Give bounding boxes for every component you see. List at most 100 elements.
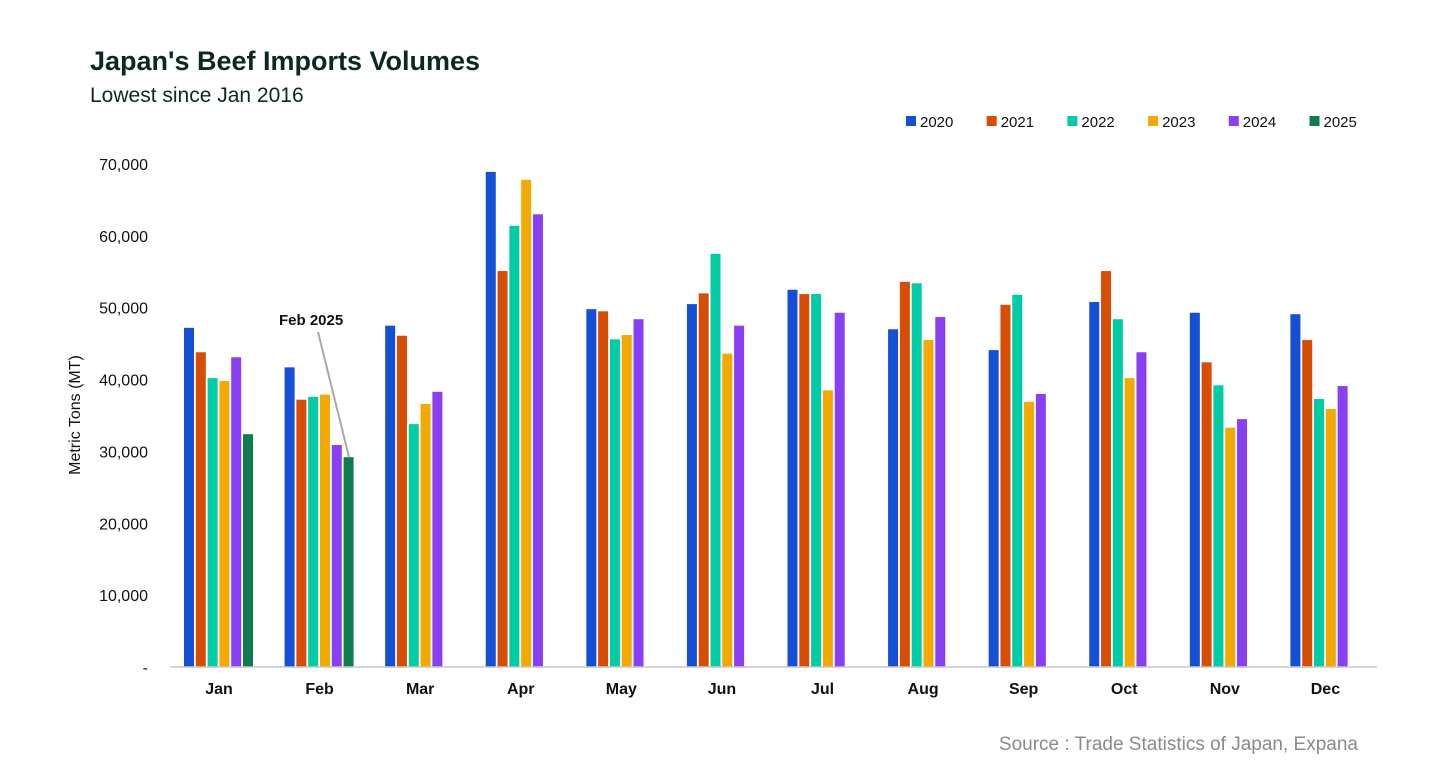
bar-dec-2022 [1314, 398, 1325, 667]
bar-aug-2022 [911, 283, 922, 667]
x-tick-label: Jun [708, 681, 736, 698]
bar-jun-2020 [686, 304, 697, 667]
legend-swatch [906, 116, 916, 126]
bar-dec-2020 [1290, 314, 1301, 667]
bar-aug-2021 [899, 281, 910, 667]
bar-jun-2022 [710, 253, 721, 668]
bar-nov-2020 [1189, 312, 1200, 667]
bar-apr-2024 [532, 214, 543, 668]
x-tick-label: Mar [406, 681, 434, 698]
bar-oct-2021 [1101, 271, 1112, 667]
bar-apr-2023 [521, 179, 532, 667]
y-tick-label: 50,000 [99, 301, 148, 318]
bar-jan-2023 [219, 381, 230, 667]
legend-label: 2023 [1162, 114, 1195, 131]
bar-jun-2023 [722, 353, 733, 667]
bar-feb-2022 [308, 396, 319, 667]
legend-label: 2024 [1243, 114, 1276, 131]
bar-feb-2021 [296, 399, 307, 667]
bar-sep-2020 [988, 350, 999, 667]
x-tick-label: Aug [908, 681, 939, 698]
bar-sep-2022 [1012, 294, 1023, 667]
x-tick-label: Oct [1111, 681, 1138, 698]
legend: 2020 2021 2022 2023 2024 2025 [906, 114, 1357, 131]
bar-oct-2024 [1136, 352, 1147, 667]
bar-may-2024 [633, 319, 644, 667]
legend-swatch [1228, 116, 1239, 126]
bar-jan-2025 [243, 434, 253, 667]
bar-may-2021 [598, 311, 609, 667]
x-tick-label: Jul [811, 681, 834, 698]
bar-feb-2025 [343, 457, 354, 667]
y-tick-label: - [143, 660, 148, 677]
y-tick-label: 30,000 [99, 444, 148, 461]
x-tick-label: Dec [1311, 681, 1340, 698]
bar-mar-2022 [408, 424, 419, 667]
bar-jan-2022 [207, 378, 218, 667]
y-tick-label: 60,000 [99, 229, 148, 246]
bar-nov-2021 [1201, 362, 1212, 667]
bar-jun-2021 [698, 293, 709, 667]
y-axis-label: Metric Tons (MT) [67, 355, 84, 475]
bar-jul-2021 [799, 294, 810, 667]
bar-sep-2021 [1000, 304, 1011, 667]
bar-apr-2020 [485, 171, 496, 667]
bar-aug-2024 [935, 317, 946, 667]
bar-sep-2023 [1024, 401, 1035, 667]
legend-swatch [986, 116, 997, 126]
bar-jul-2020 [787, 289, 798, 667]
legend-label: 2020 [920, 114, 953, 131]
bar-may-2022 [609, 339, 620, 667]
bar-oct-2023 [1124, 378, 1135, 667]
bar-oct-2020 [1089, 301, 1100, 667]
bar-nov-2022 [1213, 385, 1224, 667]
source-note: Source : Trade Statistics of Japan, Expa… [999, 734, 1359, 755]
y-tick-label: 40,000 [99, 373, 148, 390]
y-tick-label: 10,000 [99, 588, 148, 605]
legend-label: 2021 [1001, 114, 1034, 131]
bar-may-2023 [621, 335, 632, 667]
chart-title: Japan's Beef Imports Volumes [90, 46, 480, 76]
x-tick-label: Feb [305, 681, 334, 698]
legend-swatch [1309, 116, 1320, 126]
bar-aug-2020 [888, 329, 899, 667]
annotation-leader-line [317, 331, 350, 458]
y-axis-ticks: - 10,000 20,000 30,000 40,000 50,000 60,000 70,… [99, 157, 148, 677]
x-axis-ticks: Jan Feb Mar Apr May Jun Jul Aug Sep Oct Nov Dec [205, 681, 1340, 698]
bar-oct-2022 [1112, 319, 1123, 667]
bar-jul-2023 [822, 390, 833, 667]
annotation-label: Feb 2025 [279, 312, 343, 329]
legend-label: 2025 [1324, 114, 1357, 131]
legend-swatch [1148, 116, 1159, 126]
bar-sep-2024 [1035, 393, 1046, 667]
bar-nov-2024 [1237, 419, 1248, 667]
x-tick-label: Jan [205, 681, 233, 698]
y-tick-label: 70,000 [99, 157, 148, 174]
bar-mar-2021 [396, 335, 407, 667]
y-tick-label: 20,000 [99, 516, 148, 533]
bar-jun-2024 [734, 325, 745, 667]
bar-dec-2021 [1302, 340, 1313, 667]
bar-apr-2021 [497, 271, 508, 667]
bar-apr-2022 [509, 225, 520, 667]
bar-jan-2024 [231, 357, 242, 667]
annotation: Feb 2025 [279, 312, 350, 458]
bar-jan-2021 [195, 352, 206, 667]
bar-feb-2020 [284, 367, 295, 667]
bar-mar-2024 [432, 391, 443, 667]
chart-subtitle: Lowest since Jan 2016 [90, 84, 304, 107]
legend-label: 2022 [1081, 114, 1114, 131]
bar-jul-2022 [811, 294, 822, 667]
x-tick-label: Apr [507, 681, 535, 698]
bar-dec-2024 [1337, 386, 1348, 667]
x-tick-label: Nov [1210, 681, 1240, 698]
x-tick-label: Sep [1009, 681, 1039, 698]
bar-aug-2023 [923, 340, 934, 667]
bar-dec-2023 [1325, 409, 1336, 667]
x-tick-label: May [606, 681, 637, 698]
bar-jul-2024 [834, 312, 845, 667]
bar-may-2020 [586, 309, 597, 667]
bar-mar-2023 [420, 404, 431, 667]
bar-nov-2023 [1225, 427, 1236, 667]
